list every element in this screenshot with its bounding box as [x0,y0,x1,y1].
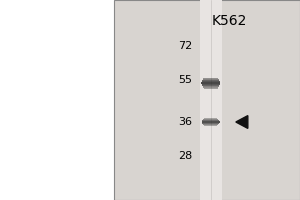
Bar [203,119,218,120]
Polygon shape [236,116,248,128]
Bar [200,0,222,200]
Text: K562: K562 [212,14,247,28]
Bar [202,121,220,122]
Text: 55: 55 [178,75,192,85]
Text: 72: 72 [178,41,192,51]
Bar [202,81,220,82]
Bar [204,77,218,78]
Bar [202,84,220,85]
Bar [203,79,219,80]
Bar [201,83,220,84]
Text: 28: 28 [178,151,192,161]
Bar [204,118,218,119]
Bar [202,80,220,81]
Bar [204,125,218,126]
Bar [202,85,220,86]
Bar [202,123,219,124]
Bar [202,122,220,123]
Bar [203,78,218,79]
Bar [203,86,219,87]
Bar [114,0,300,200]
Bar [202,120,219,121]
Bar [203,124,218,125]
Bar [201,82,220,83]
Text: 36: 36 [178,117,192,127]
Bar [203,87,218,88]
